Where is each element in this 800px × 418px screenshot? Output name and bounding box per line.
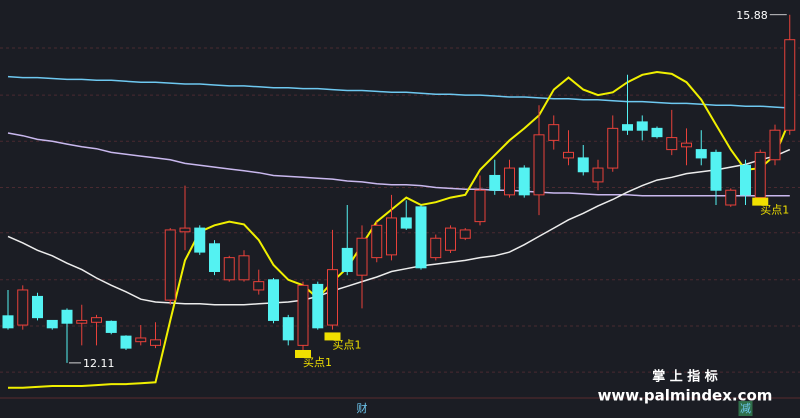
buy-label: 买点1 [333,338,362,351]
bottom-marker: 财 [357,401,368,415]
candle-body [164,229,176,301]
candle-body [223,257,235,281]
candle-body [268,279,279,321]
candle-body [327,269,338,326]
candle-body [2,315,14,329]
candle-body [120,335,132,349]
bottom-marker: 减 [740,402,751,415]
buy-marker [324,332,341,341]
candle-body [356,237,368,276]
marker-bg [738,401,753,416]
candle-body [695,149,707,159]
line [7,148,791,306]
high-label: 15.88 [736,9,768,22]
candle-body [666,137,678,151]
candle-body [415,206,427,269]
buy-marker [752,197,769,206]
candle-body [297,284,309,346]
buy-label: 买点1 [303,356,332,369]
candle-body [577,157,589,173]
candle-body [91,317,102,323]
candle-body [32,295,43,319]
candle-body [253,281,265,291]
watermark-title: 掌 上 指 标 [652,369,718,385]
candle-body [563,151,574,159]
buy-marker [295,349,311,358]
line [8,70,791,389]
candle-body [548,124,560,141]
candle-body [17,289,29,326]
candle-body [474,189,486,223]
candle-body [386,217,397,256]
candle-body [238,255,250,281]
candle-body [150,339,161,346]
candle-body [105,320,117,333]
candle-body [459,229,471,239]
candle-body [445,227,456,251]
candle-body [651,127,663,138]
candle-body [135,337,147,343]
candle-body [371,224,383,259]
candle-body [592,167,604,183]
candle-body [681,142,692,148]
candle-body [76,319,88,324]
candle-body [194,227,206,253]
candle-body [784,39,796,131]
candle-body [607,127,619,169]
buy-label: 买点1 [760,204,789,217]
low-label: 12.11 [83,357,115,370]
candle-body [504,167,515,196]
watermark-url: www.palmindex.com [598,387,773,405]
line [7,75,790,109]
candle-body [740,164,751,196]
candle-body [282,317,294,341]
line [7,132,790,197]
candle-body [312,283,324,329]
candle-body [341,247,353,272]
candle-body [400,217,412,229]
candle-body [489,174,501,191]
candle-body [710,151,722,191]
candle-body [518,167,530,196]
candle-body [430,237,442,259]
candle-body [769,129,781,161]
candle-body [61,309,73,324]
candle-body [179,227,191,233]
candle-body [46,319,58,329]
candle-body [636,121,648,131]
candle-body [533,134,545,196]
candle-body [209,243,220,272]
candle-body [725,189,737,206]
candle-body [754,151,766,199]
candle-body [622,124,633,131]
